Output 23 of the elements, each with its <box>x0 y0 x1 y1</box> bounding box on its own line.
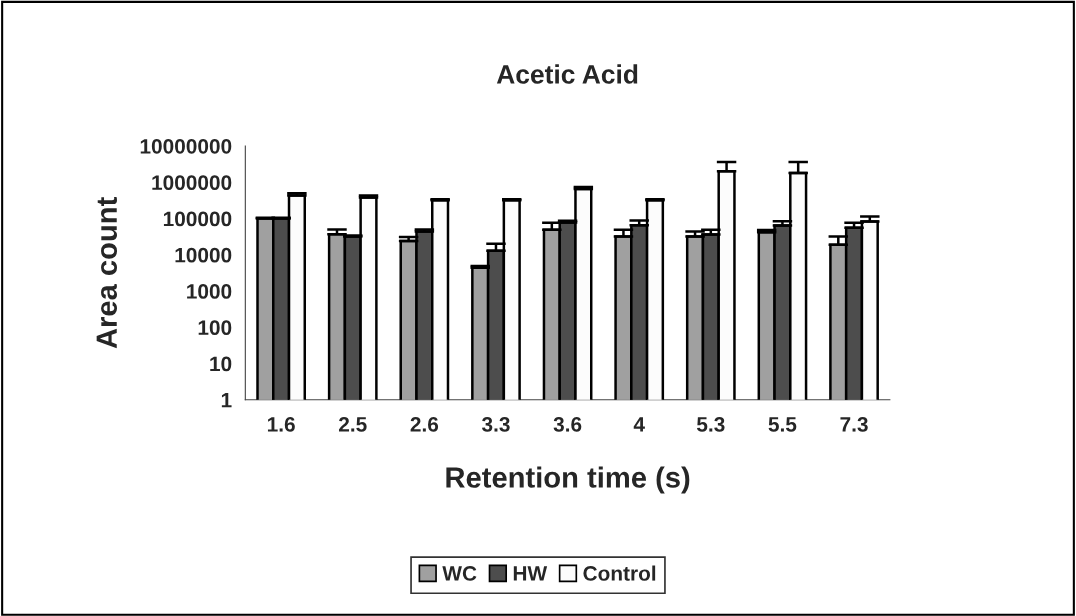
y-tick-label: 10000 <box>175 247 232 263</box>
x-tick-label: 2.6 <box>410 417 439 432</box>
legend-label: WC <box>442 566 477 581</box>
y-tick-label: 1000 <box>187 284 232 299</box>
x-tick-label: 2.5 <box>338 417 367 432</box>
y-tick-label: 1 <box>221 393 232 408</box>
y-axis-title: Area count <box>96 197 118 349</box>
y-tick-label: 1000000 <box>152 175 232 190</box>
x-tick-label: 4 <box>633 417 645 432</box>
x-tick-label: 5.5 <box>768 417 797 432</box>
chart-title: Acetic Acid <box>496 64 638 84</box>
y-tick-label: 100 <box>198 320 232 336</box>
x-tick-label: 3.6 <box>553 417 582 432</box>
x-tick-label: 1.6 <box>267 417 295 432</box>
legend-label: Control <box>583 565 656 581</box>
x-tick-label: 7.3 <box>840 417 868 432</box>
x-tick-label: 5.3 <box>696 417 725 432</box>
legend-label: HW <box>513 566 548 581</box>
x-tick-label: 3.3 <box>481 417 510 432</box>
y-tick-label: 10 <box>210 356 232 372</box>
y-tick-label: 100000 <box>163 211 232 227</box>
x-axis-title: Retention time (s) <box>446 466 690 494</box>
y-tick-label: 10000000 <box>140 138 232 154</box>
